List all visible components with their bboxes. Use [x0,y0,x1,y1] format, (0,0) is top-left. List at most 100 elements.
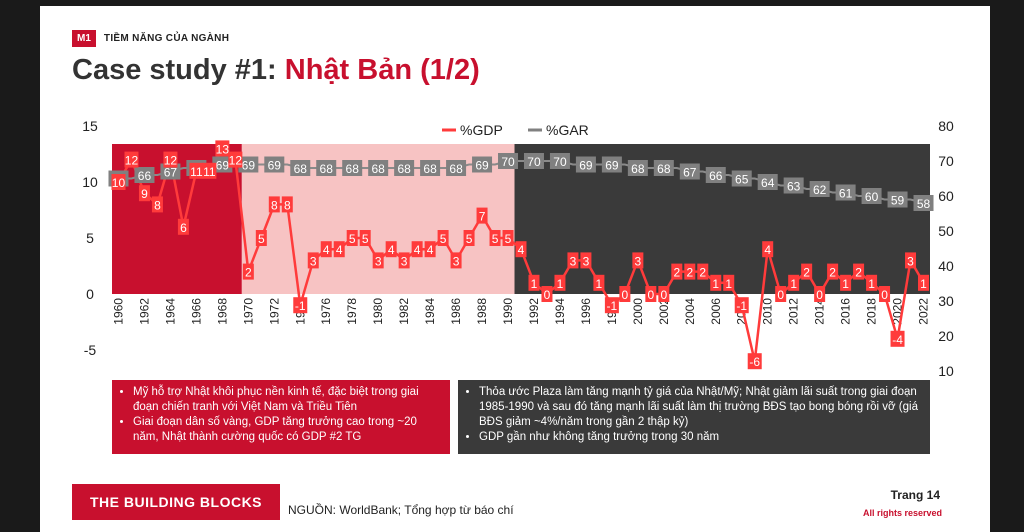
x-tick-label: 2006 [709,298,723,325]
gar-point [264,156,285,173]
section-tag: M1 TIỀM NĂNG CỦA NGÀNH [72,30,229,47]
gdp-data-label: 0 [881,288,888,302]
gdp-point [307,252,319,269]
gar-data-label: 68 [657,162,671,176]
gdp-data-label: 3 [310,254,317,268]
gdp-point [619,286,631,302]
gdp-point [411,241,423,258]
gdp-data-label: 11 [190,165,203,179]
gar-point [420,160,441,176]
gar-data-label: 68 [371,162,385,176]
gdp-data-label: 2 [855,266,862,280]
gdp-data-label: 5 [349,232,356,246]
section-badge: M1 [72,30,96,47]
x-tick-label: 2022 [917,298,931,325]
gdp-data-label: 1 [712,277,719,291]
x-tick-label: 1988 [475,298,489,325]
gar-data-label: 59 [891,194,905,208]
gar-data-label: 68 [423,162,437,176]
gdp-data-label: -4 [892,333,903,347]
gdp-data-label: -1 [736,299,747,313]
gdp-data-label: 2 [829,266,836,280]
source-note: NGUỒN: WorldBank; Tổng hợp từ báo chí [288,503,514,517]
gdp-data-label: 2 [686,266,693,280]
gdp-point [762,241,774,258]
gdp-point [632,252,644,269]
gdp-data-label: 12 [229,154,243,168]
gar-data-label: 66 [709,169,723,183]
y-left-tick-label: -5 [84,342,97,358]
gdp-point [528,274,540,291]
gdp-data-label: 1 [557,277,564,291]
gdp-point [151,196,163,213]
y-left-tick-label: 5 [86,230,94,246]
gdp-point [281,196,293,213]
x-tick-label: 1970 [241,298,255,325]
gdp-data-label: 1 [790,277,797,291]
gar-data-label: 69 [242,159,256,173]
gdp-point [489,230,501,246]
gdp-data-label: 0 [647,288,654,302]
note-left-item: Mỹ hỗ trợ Nhật khôi phục nền kinh tế, đặ… [133,385,442,415]
title-highlight: Nhật Bản (1/2) [284,54,480,86]
gdp-data-label: 5 [440,232,447,246]
y-right-tick-label: 80 [938,118,954,134]
gdp-data-label: -1 [295,299,306,313]
gdp-data-label: 4 [518,243,525,257]
gdp-data-label: 0 [544,288,551,302]
gdp-point [463,230,475,246]
gar-data-label: 64 [761,176,775,190]
gdp-data-label: 5 [258,232,265,246]
gdp-data-label: 2 [699,266,706,280]
gdp-point [385,241,397,258]
gdp-data-label: 1 [842,277,849,291]
gdp-point [604,297,619,314]
gdp-point [684,263,696,280]
gdp-point [697,263,709,280]
gdp-data-label: 0 [777,288,784,302]
gdp-point [567,252,579,269]
note-right-item: GDP gần như không tăng trưởng trong 30 n… [479,430,922,445]
gar-point [549,153,570,169]
gar-point [835,184,856,201]
x-tick-label: 2010 [761,298,775,325]
x-tick-label: 1976 [319,298,333,325]
legend-gdp-label: %GDP [460,122,503,138]
page-number: Trang 14 [890,488,940,502]
gar-point [523,153,544,169]
gdp-data-label: 3 [583,254,590,268]
y-right-tick-label: 70 [938,153,954,169]
gdp-data-label: 5 [466,232,473,246]
gdp-point [515,241,527,258]
gar-data-label: 69 [268,159,282,173]
x-tick-label: 2004 [683,298,697,325]
gdp-point [124,151,139,168]
gdp-data-label: 3 [401,254,408,268]
gar-data-label: 70 [553,155,567,169]
gdp-point [177,218,189,235]
gar-data-label: 68 [397,162,411,176]
gdp-point [111,174,126,190]
gdp-data-label: 5 [505,232,512,246]
gdp-point [658,286,670,302]
gdp-point [320,241,332,258]
gar-point [705,167,726,183]
gdp-data-label: 0 [660,288,667,302]
gdp-data-label: 11 [203,165,216,179]
gdp-point [801,263,813,280]
gar-point [731,170,752,187]
note-right-item: Thỏa ước Plaza làm tăng mạnh tỷ giá của … [479,385,922,430]
gdp-data-label: 4 [388,243,395,257]
section-label: TIỀM NĂNG CỦA NGÀNH [103,33,230,44]
brand-logo: THE BUILDING BLOCKS [72,484,280,520]
gar-data-label: 70 [527,155,541,169]
gdp-point [747,353,762,370]
gdp-point [554,274,566,291]
y-left-tick-label: 10 [82,174,98,190]
y-right-tick-label: 10 [938,363,954,379]
gdp-point [905,252,917,269]
gdp-data-label: 2 [245,266,252,280]
gdp-data-label: 12 [125,154,139,168]
page-title: Case study #1: Nhật Bản (1/2) [72,54,480,87]
gar-data-label: 69 [579,159,593,173]
